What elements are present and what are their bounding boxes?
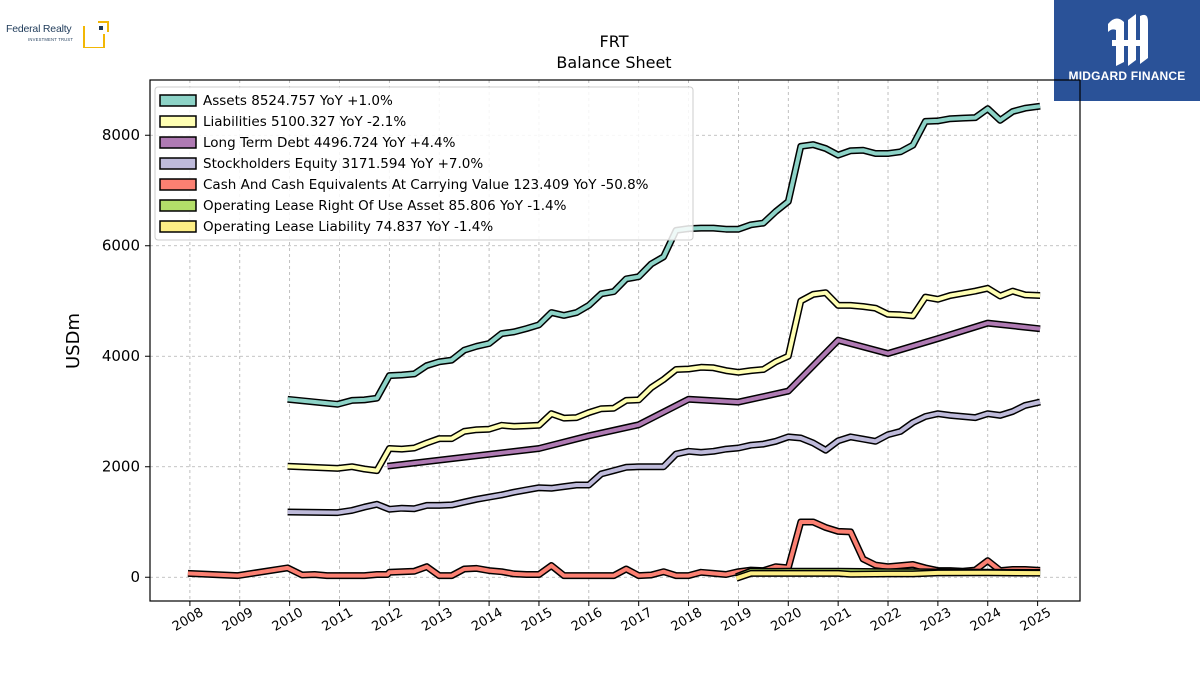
y-tick-label: 4000: [102, 347, 140, 365]
y-tick-label: 6000: [102, 237, 140, 255]
x-tick-label: 2023: [918, 605, 954, 635]
y-axis: 0 2000 4000 6000 8000: [102, 126, 150, 586]
x-tick-label: 2016: [569, 605, 605, 635]
x-tick-label: 2013: [419, 605, 455, 635]
x-tick-label: 2018: [669, 605, 705, 635]
x-tick-label: 2011: [320, 605, 356, 635]
legend-swatch-3: [159, 136, 197, 149]
x-tick-label: 2008: [170, 605, 206, 635]
federal-realty-mark-icon: [83, 21, 109, 48]
legend-swatch-7: [159, 220, 197, 233]
x-tick-label: 2009: [220, 605, 256, 635]
series-outline-4: [287, 398, 1041, 517]
legend-label-3: Long Term Debt 4496.724 YoY +4.4%: [203, 135, 456, 151]
series-line-5: [187, 520, 1041, 578]
legend-swatch-5: [159, 178, 197, 191]
legend-box: [154, 86, 694, 241]
plot-frame: [149, 79, 1081, 602]
legend-label-6: Operating Lease Right Of Use Asset 85.80…: [203, 198, 567, 214]
series-line-7: [735, 570, 1041, 581]
midgard-emblem-icon: [1108, 14, 1148, 66]
x-tick-label: 2021: [818, 605, 854, 635]
legend-swatch-6: [159, 199, 197, 212]
legend-swatch-2: [159, 115, 197, 128]
x-tick-label: 2025: [1018, 605, 1054, 635]
x-tick-label: 2017: [619, 605, 655, 635]
federal-realty-logo: Federal Realty INVESTMENT TRUST: [4, 16, 116, 52]
x-tick-label: 2022: [868, 605, 904, 635]
y-tick-label: 2000: [102, 458, 140, 476]
x-tick-label: 2012: [370, 605, 406, 635]
legend-label-1: Assets 8524.757 YoY +1.0%: [203, 93, 393, 109]
x-tick-label: 2014: [469, 605, 505, 635]
series-line-4: [287, 400, 1041, 515]
chart-subtitle: Balance Sheet: [556, 53, 671, 72]
x-axis: 2008 2009 2010 2011 2012 2013 2014 2015 2016 2017…: [170, 601, 1054, 635]
x-tick-label: 2019: [719, 605, 755, 635]
logo-left-subtitle: INVESTMENT TRUST: [28, 37, 74, 42]
midgard-finance-logo: MIDGARD FINANCE: [1054, 0, 1200, 101]
legend-label-4: Stockholders Equity 3171.594 YoY +7.0%: [203, 156, 483, 172]
y-axis-label: USDm: [63, 313, 84, 369]
logo-right-name: MIDGARD FINANCE: [1068, 69, 1186, 83]
legend-label-5: Cash And Cash Equivalents At Carrying Va…: [203, 177, 649, 193]
y-tick-label: 0: [130, 568, 140, 586]
series-outline-5: [187, 518, 1041, 580]
legend-swatch-1: [159, 94, 197, 107]
legend-label-7: Operating Lease Liability 74.837 YoY -1.…: [203, 219, 493, 235]
logo-left-name: Federal Realty: [6, 23, 72, 35]
x-tick-label: 2010: [270, 605, 306, 635]
legend-label-2: Liabilities 5100.327 YoY -2.1%: [203, 114, 406, 130]
series-lines: [187, 102, 1041, 582]
legend-swatch-4: [159, 157, 197, 170]
series-line-3: [387, 321, 1041, 469]
x-tick-label: 2024: [968, 605, 1004, 635]
y-tick-label: 8000: [102, 126, 140, 144]
chart-title: FRT: [600, 32, 629, 51]
x-tick-label: 2015: [519, 605, 555, 635]
legend: Assets 8524.757 YoY +1.0% Liabilities 510…: [154, 86, 694, 241]
series-line-2: [287, 286, 1041, 473]
x-tick-label: 2020: [768, 605, 804, 635]
